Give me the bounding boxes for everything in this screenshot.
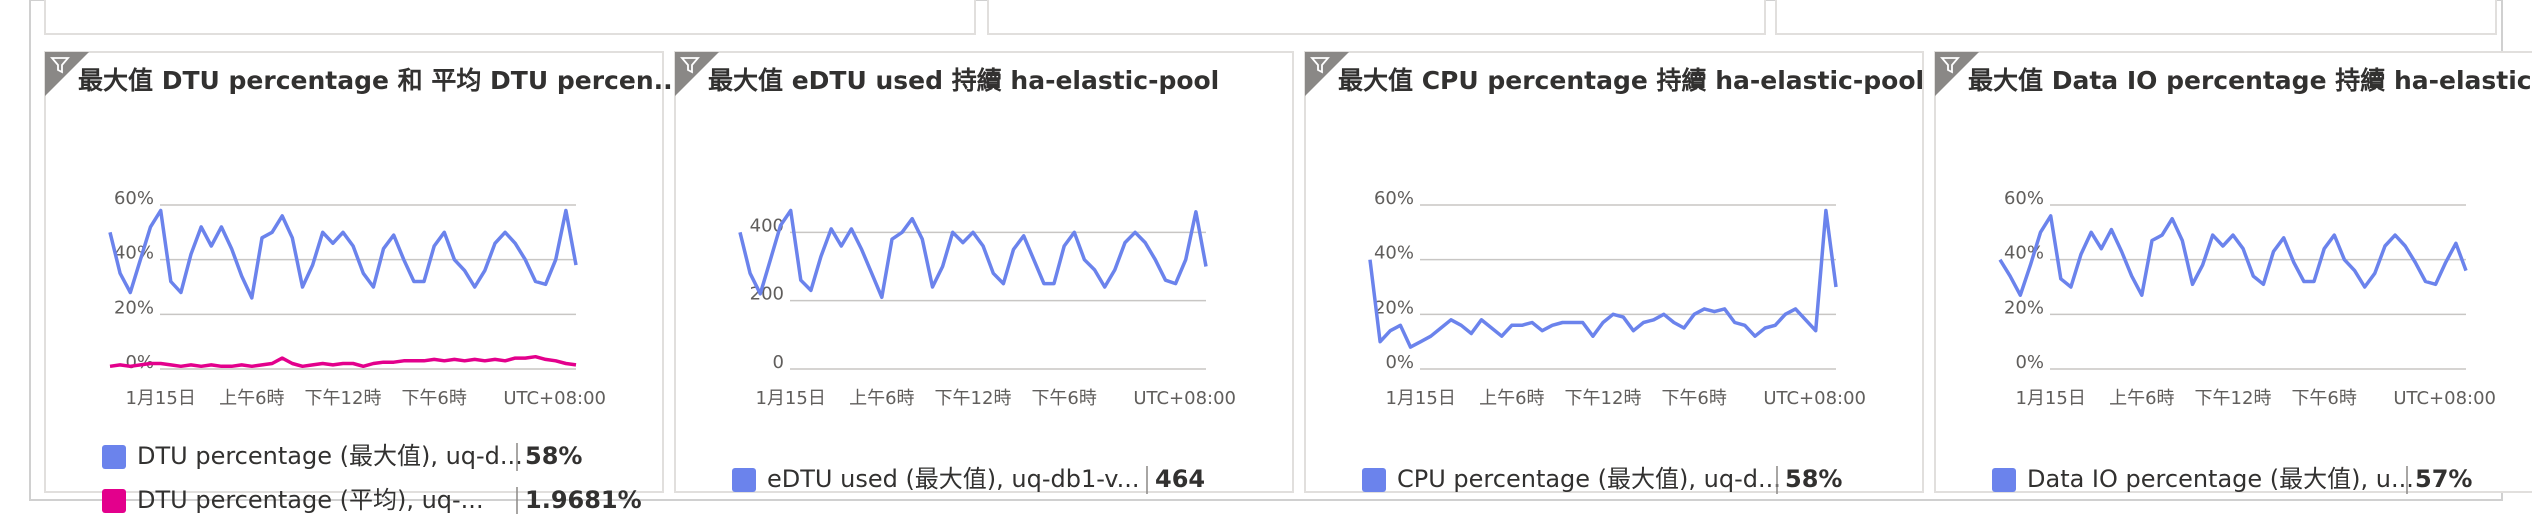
- x-tick-label: 下午6時: [1661, 388, 1726, 409]
- timezone: UTC+08:00: [503, 388, 606, 409]
- series-line: [1998, 214, 2468, 297]
- y-tick-label: 40%: [1374, 243, 1414, 264]
- x-tick-label: 下午12時: [305, 388, 382, 409]
- x-tick-label: 上午6時: [1479, 388, 1544, 409]
- y-tick-label: 0%: [2015, 352, 2044, 373]
- legend-summary: 58%: [525, 442, 582, 470]
- series-line: [108, 208, 578, 300]
- tile-frame: [1934, 51, 2532, 493]
- tile-frame: [44, 51, 664, 493]
- filter-icon: [50, 57, 70, 74]
- legend-summary: 1.9681%: [525, 486, 642, 514]
- legend-label[interactable]: eDTU used (最大值), uq-db1-v...: [767, 465, 1140, 493]
- filter-icon: [1940, 57, 1960, 74]
- series-line: [109, 354, 577, 369]
- x-tick-label: 1月15日: [2015, 388, 2085, 409]
- y-tick-label: 40%: [114, 243, 154, 264]
- timezone: UTC+08:00: [1133, 388, 1236, 409]
- x-tick-label: 下午6時: [2291, 388, 2356, 409]
- tile-title: 最大值 eDTU used 持續 ha-elastic-pool: [708, 66, 1219, 95]
- upper-tile: [44, 0, 976, 35]
- tile[interactable]: 最大值 DTU percentage 和 平均 DTU percen...0%2…: [44, 51, 682, 514]
- tile-title: 最大值 DTU percentage 和 平均 DTU percen...: [78, 66, 682, 95]
- legend-swatch: [102, 445, 126, 469]
- y-tick-label: 20%: [2004, 297, 2044, 318]
- y-tick-label: 60%: [2004, 188, 2044, 209]
- legend-summary: 57%: [2415, 465, 2472, 493]
- legend-summary: 464: [1155, 465, 1205, 493]
- upper-tile: [987, 0, 1766, 35]
- series-line: [1368, 208, 1838, 349]
- x-tick-label: 1月15日: [1385, 388, 1455, 409]
- upper-tile: [1775, 0, 2497, 35]
- timezone: UTC+08:00: [1763, 388, 1866, 409]
- legend-swatch: [102, 489, 126, 513]
- y-tick-label: 0%: [1385, 352, 1414, 373]
- y-tick-label: 400: [750, 215, 784, 236]
- y-tick-label: 0: [773, 352, 784, 373]
- y-tick-label: 20%: [114, 297, 154, 318]
- series-line: [738, 208, 1208, 300]
- legend-label[interactable]: DTU percentage (最大值), uq-d...: [137, 442, 523, 470]
- x-tick-label: 下午12時: [935, 388, 1012, 409]
- x-tick-label: 1月15日: [125, 388, 195, 409]
- tile-title: 最大值 Data IO percentage 持續 ha-elastic-...: [1968, 66, 2532, 95]
- x-tick-label: 下午12時: [2195, 388, 2272, 409]
- y-tick-label: 20%: [1374, 297, 1414, 318]
- legend-label[interactable]: Data IO percentage (最大值), u...: [2027, 465, 2414, 493]
- filter-icon: [680, 57, 700, 74]
- x-tick-label: 1月15日: [755, 388, 825, 409]
- x-tick-label: 下午6時: [1031, 388, 1096, 409]
- legend-swatch: [1992, 468, 2016, 492]
- x-tick-label: 上午6時: [2109, 388, 2174, 409]
- tile[interactable]: 最大值 eDTU used 持續 ha-elastic-pool 0 200 400 1…: [674, 51, 1294, 494]
- x-tick-label: 下午6時: [401, 388, 466, 409]
- x-tick-label: 上午6時: [219, 388, 284, 409]
- y-tick-label: 60%: [114, 188, 154, 209]
- tile-frame: [674, 51, 1294, 493]
- legend-swatch: [1362, 468, 1386, 492]
- tile-frame: [1304, 51, 1924, 493]
- legend-swatch: [732, 468, 756, 492]
- y-tick-label: 200: [750, 284, 784, 305]
- legend-summary: 58%: [1785, 465, 1842, 493]
- legend-label[interactable]: DTU percentage (平均), uq-...: [137, 486, 484, 514]
- timezone: UTC+08:00: [2393, 388, 2496, 409]
- tile-title: 最大值 CPU percentage 持續 ha-elastic-pool: [1338, 66, 1924, 95]
- filter-icon: [1310, 57, 1330, 74]
- tile[interactable]: 最大值 Data IO percentage 持續 ha-elastic-...…: [1934, 51, 2532, 494]
- legend-label[interactable]: CPU percentage (最大值), uq-d...: [1397, 465, 1781, 493]
- x-tick-label: 下午12時: [1565, 388, 1642, 409]
- y-tick-label: 60%: [1374, 188, 1414, 209]
- tile[interactable]: 最大值 CPU percentage 持續 ha-elastic-pool 0% 2…: [1304, 51, 1924, 494]
- x-tick-label: 上午6時: [849, 388, 914, 409]
